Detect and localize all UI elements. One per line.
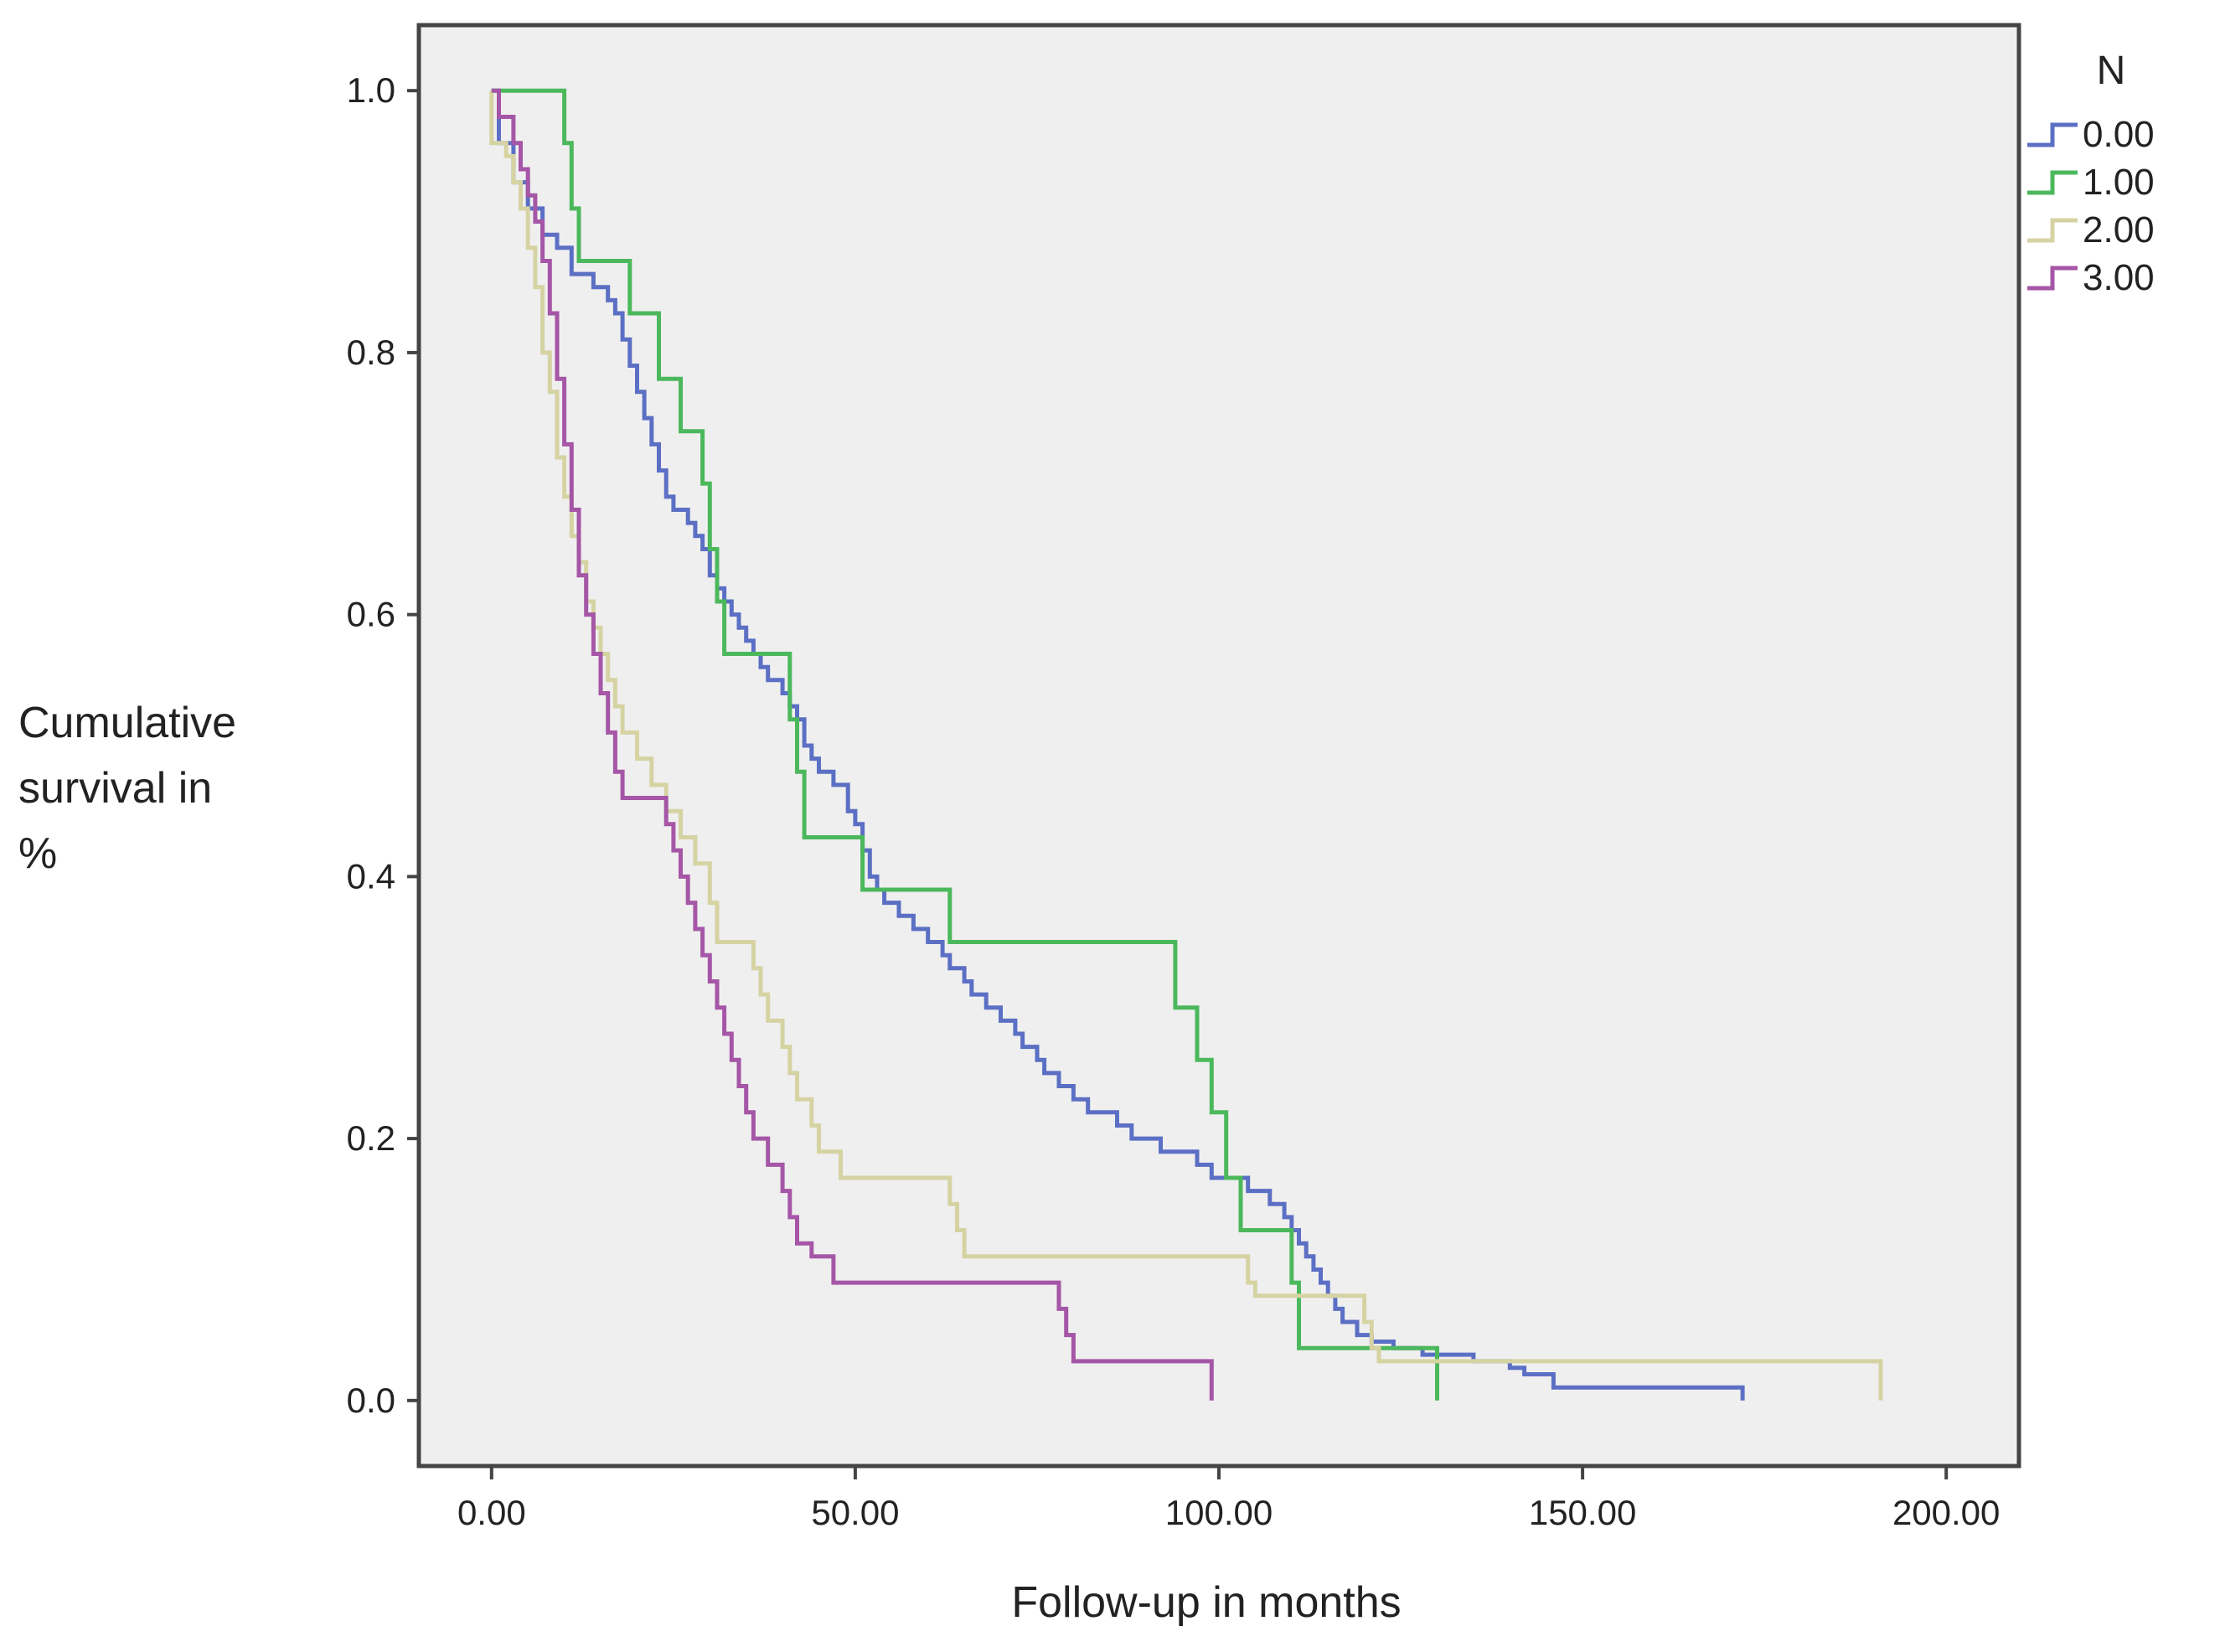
x-tick-label: 100.00 <box>1165 1493 1273 1532</box>
y-axis-title-line-2: survival in <box>18 764 212 813</box>
y-tick-label: 1.0 <box>347 70 395 110</box>
legend-entry: 0.00 <box>2027 114 2155 155</box>
y-tick-label: 0.6 <box>347 595 395 634</box>
legend-title: N <box>2097 49 2126 93</box>
y-tick-label: 0.0 <box>347 1381 395 1420</box>
legend-swatch <box>2027 122 2078 147</box>
series-line-1.00 <box>491 88 1439 1401</box>
series-line-2.00 <box>489 90 1883 1401</box>
x-axis-title: Follow-up in months <box>1011 1578 1401 1627</box>
legend-label: 2.00 <box>2083 209 2155 250</box>
x-tick-label: 150.00 <box>1529 1493 1636 1532</box>
y-tick-label: 0.4 <box>347 856 395 896</box>
legend: N 0.00 1.00 2.00 3.00 <box>2027 49 2155 298</box>
x-tick-label: 50.00 <box>811 1493 899 1532</box>
legend-swatch <box>2027 218 2078 243</box>
y-axis: 0.0 0.2 0.4 0.6 0.8 1.0 <box>347 70 419 1420</box>
legend-swatch <box>2027 170 2078 195</box>
y-axis-title: Cumulative survival in % <box>18 699 236 878</box>
y-axis-title-line-1: Cumulative <box>18 699 236 747</box>
legend-label: 0.00 <box>2083 114 2155 155</box>
y-tick-label: 0.2 <box>347 1118 395 1158</box>
legend-entry: 2.00 <box>2027 209 2155 250</box>
legend-label: 3.00 <box>2083 257 2155 298</box>
x-axis: 0.00 50.00 100.00 150.00 200.00 <box>457 1466 2000 1532</box>
legend-entry: 1.00 <box>2027 162 2155 203</box>
legend-label: 1.00 <box>2083 162 2155 203</box>
x-tick-label: 0.00 <box>457 1493 526 1532</box>
y-tick-label: 0.8 <box>347 333 395 372</box>
legend-swatch <box>2027 266 2078 291</box>
y-axis-title-line-3: % <box>18 829 57 878</box>
x-tick-label: 200.00 <box>1892 1493 2000 1532</box>
series-layer <box>489 88 1883 1401</box>
plot-area <box>416 23 2021 1469</box>
legend-entry: 3.00 <box>2027 257 2155 298</box>
series-line-3.00 <box>491 88 1214 1401</box>
